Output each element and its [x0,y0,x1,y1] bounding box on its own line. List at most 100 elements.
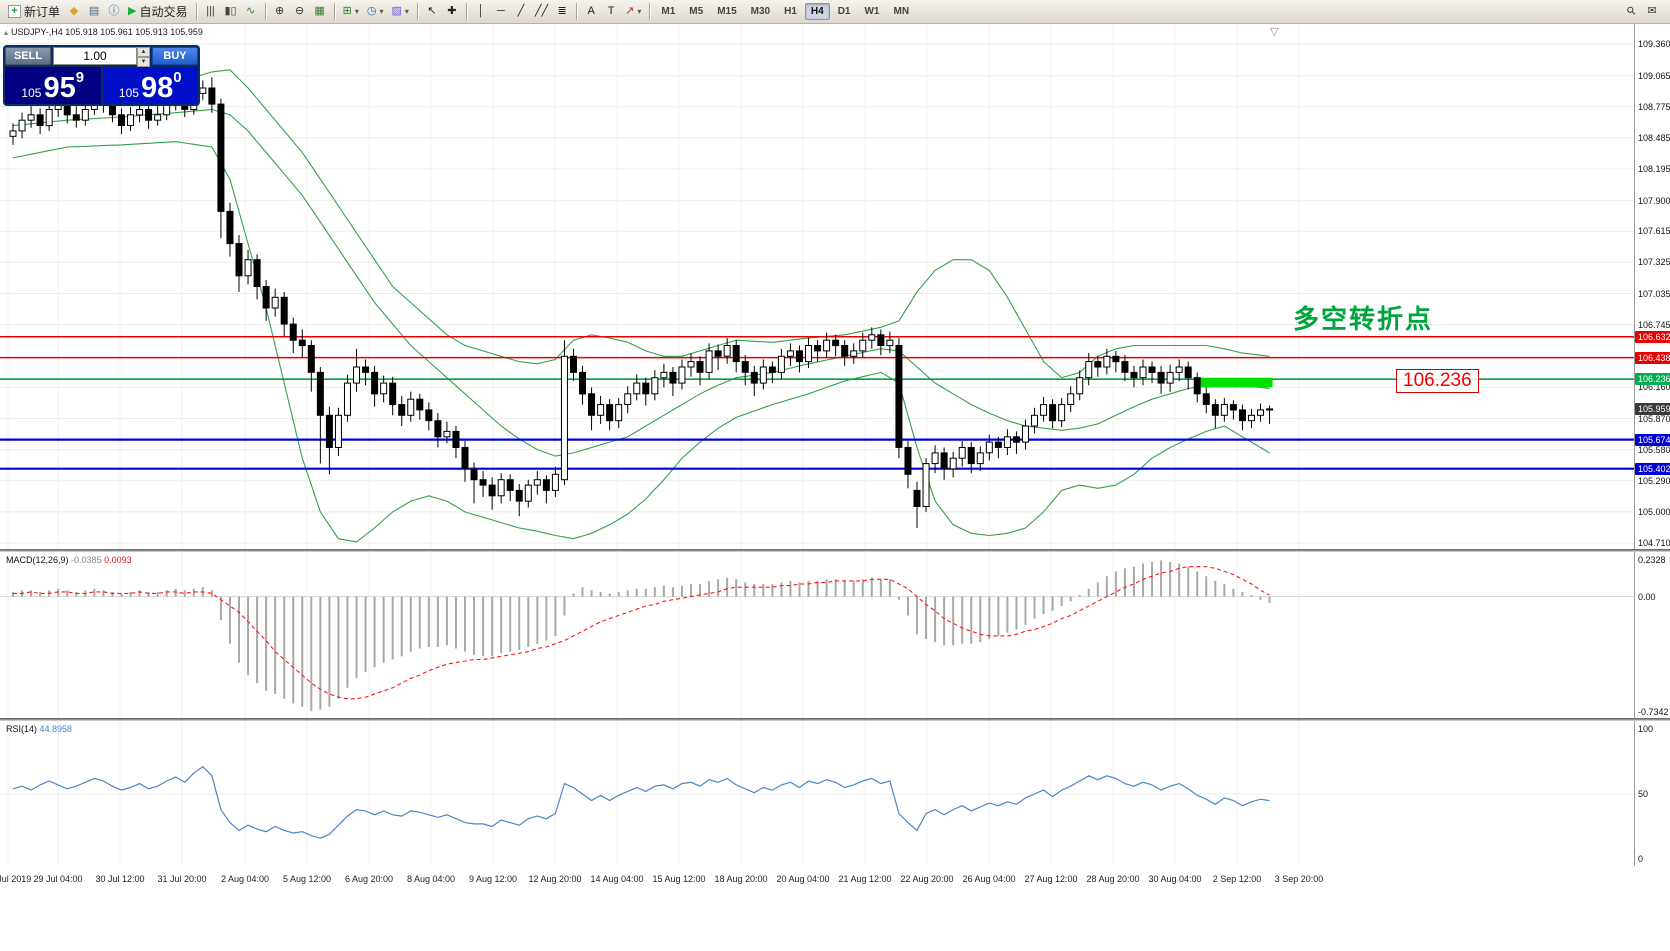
timeframe-d1-button[interactable]: D1 [837,6,851,17]
price-callout-label[interactable]: 106.236 [1396,369,1479,393]
sell-price-main: 95 [43,72,76,104]
time-axis-label: 8 Aug 04:00 [406,874,456,884]
time-axis-label: 14 Aug 04:00 [590,874,644,884]
price-scale-border [1634,24,1635,866]
volume-input[interactable] [53,47,137,65]
toolbar-separator [333,3,335,20]
buy-button[interactable]: BUY [152,47,198,65]
toolbar-items: + 新订单 ◆ ▤ ⓘ ▶ 自动交易 ||| ▮▯ ∿ ⊕ ⊖ ▦ ⊞ ▾ ◷ ▾ ▨ ▾ ↖ ✚ │ ─ ╱ ╱╱ ≣ A T ↗ ▾ [4,0,654,23]
buy-price-prefix: 105 [118,86,139,100]
timeframe-m5-button[interactable]: M5 [689,6,704,17]
community-chat-button[interactable]: ✉ [1642,2,1662,22]
macd-main-value: -0.0385 [71,555,102,565]
timeframe-w1-button[interactable]: W1 [864,6,880,17]
toolbar-separator [576,3,578,20]
cursor-button[interactable]: ↖ [422,2,442,22]
price-scale-tick: 105.580 [1638,444,1670,455]
toolbar-separator [195,3,197,20]
buy-price-pip: 0 [173,69,182,86]
zoom-out-button[interactable]: ⊖ [290,2,310,22]
sell-price-pip: 9 [75,69,85,86]
sell-button[interactable]: SELL [5,47,51,65]
timeframe-m1-button[interactable]: M1 [661,6,676,17]
text-button[interactable]: A [581,2,601,22]
periods-button[interactable]: ◷ ▾ [363,2,388,22]
price-tag-106.438: 106.438 [1635,351,1670,364]
chevron-down-icon: ▾ [379,7,384,16]
market-watch-icon: ▤ [88,5,100,17]
crosshair-button[interactable]: ✚ [442,2,462,22]
rsi-canvas[interactable] [0,721,1634,866]
time-axis-label: 20 Aug 04:00 [776,874,830,884]
fibonacci-button[interactable]: ≣ [552,2,572,22]
toolbar: + 新订单 ◆ ▤ ⓘ ▶ 自动交易 ||| ▮▯ ∿ ⊕ ⊖ ▦ ⊞ ▾ ◷ ▾ ▨ ▾ ↖ ✚ │ ─ ╱ ╱╱ ≣ A T ↗ ▾ … [0,0,1670,24]
timeframe-m30-button[interactable]: M30 [750,6,771,17]
sell-price-prefix: 105 [21,86,42,100]
macd-scale-tick: 0.2328 [1638,555,1666,565]
candlestick-chart-button[interactable]: ▮▯ [221,2,241,22]
horizontal-line-button[interactable]: ─ [491,2,511,22]
panel-collapse-icon[interactable]: ▴ [4,28,9,37]
turning-point-annotation[interactable]: 多空转折点 [1293,304,1434,334]
volume-stepper: ▲ ▼ [137,47,150,67]
panel-separator[interactable] [0,549,1670,552]
toolbar-separator [465,3,467,20]
sell-price[interactable]: 105 95 9 [5,67,101,104]
data-window-icon: ⓘ [108,5,120,17]
autotrading-button-label: 自动交易 [139,5,188,19]
chart-shift-icon[interactable]: ▽ [1270,26,1279,38]
chevron-down-icon: ▾ [354,7,359,16]
price-scale-tick: 107.035 [1638,288,1670,299]
time-axis-label: 30 Jul 12:00 [95,874,145,884]
toolbar-separator [264,3,266,20]
autotrading-play-icon: ▶ [128,5,137,17]
text-icon: A [587,5,595,17]
price-scale-tick: 106.745 [1638,319,1670,330]
timeframe-h4-button[interactable]: H4 [804,3,830,20]
channel-button[interactable]: ╱╱ [531,2,552,22]
search-button[interactable]: ⚲ [1622,2,1642,22]
volume-down-button[interactable]: ▼ [137,57,150,67]
bar-chart-button[interactable]: ||| [201,2,221,22]
profiles-button[interactable]: ◆ [64,2,84,22]
label-button[interactable]: T [601,2,621,22]
zoom-in-button[interactable]: ⊕ [270,2,290,22]
price-tag-106.236: 106.236 [1635,373,1670,386]
volume-up-button[interactable]: ▲ [137,47,150,57]
panel-separator[interactable] [0,718,1670,721]
rsi-scale-tick: 0 [1638,854,1644,864]
price-tag-105.959: 105.959 [1635,402,1670,415]
toolbar-separator [416,3,418,20]
price-scale-tick: 108.775 [1638,101,1670,112]
vertical-line-button[interactable]: │ [471,2,491,22]
line-chart-button[interactable]: ∿ [241,2,261,22]
tile-windows-button[interactable]: ▦ [310,2,330,22]
arrows-button[interactable]: ↗ ▾ [621,2,645,22]
timeframe-h1-button[interactable]: H1 [784,6,797,17]
new-order-icon: + [8,5,21,18]
rsi-label: RSI(14) 44.8958 [6,724,72,734]
market-watch-button[interactable]: ▤ [84,2,104,22]
time-axis-label: 29 Jul 04:00 [33,874,83,884]
autotrading-button[interactable]: ▶ 自动交易 [124,2,191,22]
channel-icon: ╱╱ [534,5,549,17]
data-window-button[interactable]: ⓘ [104,2,124,22]
templates-button[interactable]: ▨ ▾ [387,2,412,22]
timeframe-m15-button[interactable]: M15 [717,6,737,17]
macd-scale-tick: 0.00 [1638,591,1656,602]
cursor-icon: ↖ [427,5,437,17]
indicators-icon: ⊞ [342,5,352,17]
timeframe-mn-button[interactable]: MN [893,6,910,17]
trendline-button[interactable]: ╱ [511,2,531,22]
macd-canvas[interactable] [0,552,1634,718]
symbol-ohlc-text: USDJPY-,H4 105.918 105.961 105.913 105.9… [11,27,203,37]
time-axis-label: 9 Aug 12:00 [468,874,518,884]
buy-price[interactable]: 105 98 0 [102,67,198,104]
zoom-in-icon: ⊕ [275,5,285,17]
main-chart-canvas[interactable] [0,24,1634,549]
price-scale-tick: 107.615 [1638,226,1670,237]
price-scale-tick: 108.195 [1638,164,1670,175]
new-order-button[interactable]: + 新订单 [4,2,64,22]
indicators-button[interactable]: ⊞ ▾ [339,2,363,22]
symbol-bar: ▴ USDJPY-,H4 105.918 105.961 105.913 105.… [4,27,203,37]
